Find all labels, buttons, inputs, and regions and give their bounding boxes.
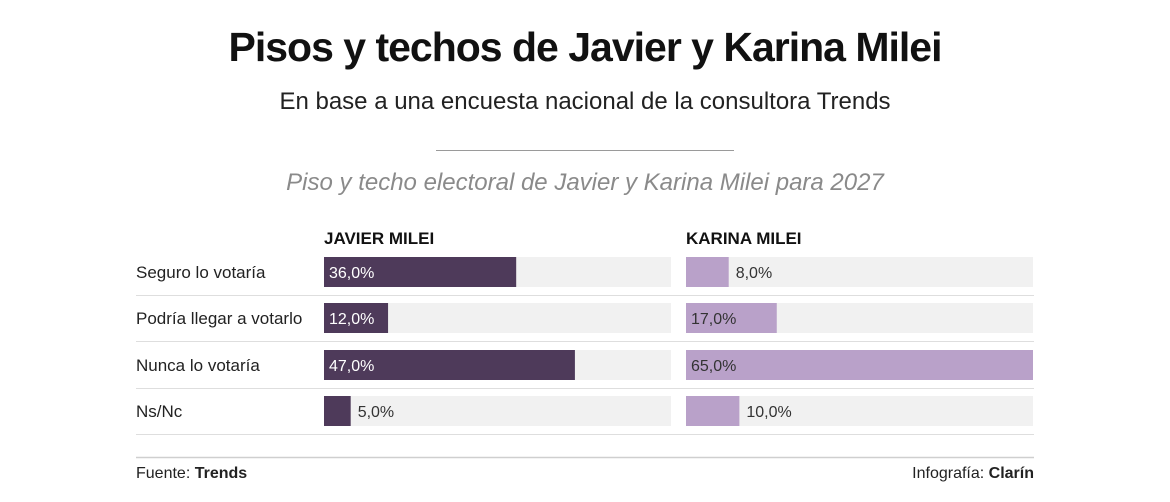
data-label: 17,0%: [691, 311, 736, 328]
data-label: 8,0%: [736, 265, 772, 282]
source-value: Trends: [194, 465, 248, 482]
bar: [324, 303, 389, 333]
series-header: JAVIER MILEI: [324, 229, 434, 248]
bar-track: [686, 257, 1033, 287]
bar: [324, 257, 517, 287]
bar-track: [686, 396, 1033, 426]
data-label: 65,0%: [691, 358, 736, 375]
category-label: Seguro lo votaría: [136, 263, 266, 282]
page-title: Pisos y techos de Javier y Karina Milei: [228, 24, 942, 70]
bar: [686, 303, 777, 333]
source-label: Fuente:: [136, 465, 191, 482]
data-label: 36,0%: [329, 265, 374, 282]
credit-value: Clarín: [988, 465, 1034, 482]
data-label: 5,0%: [358, 404, 394, 421]
category-label: Podría llegar a votarlo: [136, 309, 302, 328]
infographic-credit: Infografía: Clarín: [912, 465, 1034, 483]
bar: [686, 396, 740, 426]
bar: [686, 350, 1033, 380]
bar: [324, 350, 575, 380]
series-header: KARINA MILEI: [686, 229, 802, 248]
credit-label: Infografía:: [912, 465, 985, 482]
source-credit: Fuente: Trends: [136, 465, 247, 483]
category-label: Nunca lo votaría: [136, 356, 260, 375]
page-subtitle: En base a una encuesta nacional de la co…: [279, 88, 891, 115]
bar: [686, 257, 729, 287]
title-divider: [436, 150, 734, 151]
bar-track: [324, 396, 671, 426]
chart-title: Piso y techo electoral de Javier y Karin…: [286, 169, 884, 196]
data-label: 12,0%: [329, 311, 374, 328]
category-label: Ns/Nc: [136, 402, 183, 421]
data-label: 47,0%: [329, 358, 374, 375]
data-label: 10,0%: [746, 404, 791, 421]
bar: [324, 396, 351, 426]
